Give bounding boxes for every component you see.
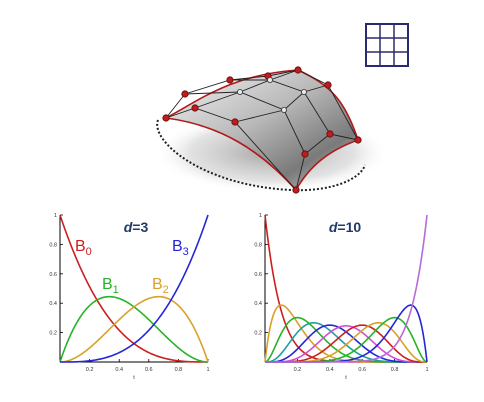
control-point xyxy=(266,77,273,84)
x-axis-label: t xyxy=(133,375,135,381)
y-tick-label: 1 xyxy=(54,213,57,219)
bernstein-curve-B0 xyxy=(264,214,427,363)
bernstein-curve-B5 xyxy=(265,325,427,363)
surface-shadow-rim xyxy=(156,119,366,192)
bernstein-curve-B3 xyxy=(60,214,209,363)
control-points xyxy=(162,66,362,194)
control-net-line xyxy=(234,84,329,123)
control-net xyxy=(165,69,359,191)
control-point xyxy=(294,66,302,74)
control-net-line xyxy=(194,69,299,109)
x-tick-label: 0.6 xyxy=(145,367,153,373)
bezier-surface xyxy=(166,70,358,190)
control-point xyxy=(301,150,309,158)
series-label-B0: B0 xyxy=(75,238,92,258)
chart-title: d=3 xyxy=(124,219,149,235)
control-point xyxy=(300,89,307,96)
series-label-B3: B3 xyxy=(172,238,189,258)
x-tick-label: 0.8 xyxy=(175,367,183,373)
chart-title: d=10 xyxy=(329,219,362,235)
x-tick-label: 0.4 xyxy=(115,367,123,373)
x-tick-label: 1 xyxy=(206,367,209,373)
x-tick-label: 0.4 xyxy=(326,367,334,373)
control-net-line xyxy=(184,91,306,155)
control-point xyxy=(354,136,362,144)
control-point xyxy=(324,81,332,89)
title-value: =3 xyxy=(132,219,148,235)
control-point xyxy=(292,186,300,194)
control-net-line xyxy=(165,107,297,191)
chart-degree-10: 0.2 0.4 0.6 0.8 1 0.2 0.4 0.6 0.8 1 t d=10 xyxy=(254,213,428,381)
grid-icon-frame xyxy=(365,23,409,67)
title-variable: d xyxy=(124,219,133,235)
control-net-line xyxy=(295,133,359,191)
control-point xyxy=(236,89,243,96)
control-net-line xyxy=(230,79,331,135)
title-value: =10 xyxy=(337,219,361,235)
control-net-line xyxy=(165,75,269,119)
control-point xyxy=(280,107,287,114)
bezier-surface-illustration xyxy=(154,66,390,194)
x-tick-label: 0.2 xyxy=(86,367,94,373)
control-point xyxy=(231,118,239,126)
x-tick-label: 0.2 xyxy=(294,367,302,373)
title-variable: d xyxy=(329,219,338,235)
y-tick-label: 1 xyxy=(259,213,262,219)
y-tick-label: 0.2 xyxy=(254,331,262,337)
control-point xyxy=(226,76,234,84)
series-label-B1: B1 xyxy=(102,276,119,296)
bernstein-curve-B10 xyxy=(265,214,428,363)
control-point xyxy=(326,130,334,138)
x-axis-label: t xyxy=(345,375,347,381)
bernstein-curve-B2 xyxy=(59,295,209,363)
y-tick-label: 0.4 xyxy=(49,301,57,307)
x-tick-label: 1 xyxy=(425,367,428,373)
control-net-line xyxy=(267,69,359,141)
y-tick-label: 0.2 xyxy=(49,331,57,337)
series-label-B2: B2 xyxy=(152,276,169,296)
y-tick-label: 0.8 xyxy=(254,242,262,248)
y-tick-label: 0.6 xyxy=(254,272,262,278)
control-point xyxy=(181,90,189,98)
y-tick-label: 0.6 xyxy=(49,272,57,278)
y-tick-label: 0.8 xyxy=(49,242,57,248)
x-tick-label: 0.8 xyxy=(391,367,399,373)
y-tick-label: 0.4 xyxy=(254,301,262,307)
grid-icon xyxy=(365,23,409,67)
x-tick-label: 0.6 xyxy=(358,367,366,373)
control-point xyxy=(191,104,199,112)
control-point xyxy=(162,114,170,122)
